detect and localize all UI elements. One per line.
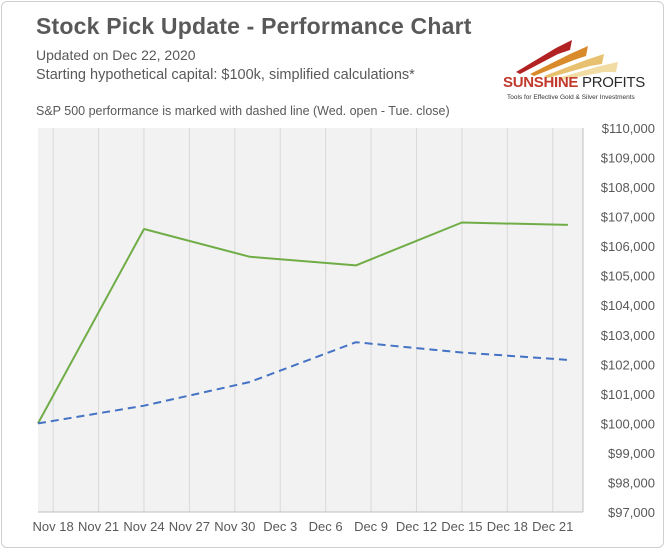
x-tick-label: Dec 18 — [487, 519, 528, 534]
y-tick-label: $108,000 — [601, 180, 655, 195]
y-tick-label: $106,000 — [601, 239, 655, 254]
portfolio-series-line — [37, 221, 568, 424]
x-tick-label: Dec 3 — [263, 519, 297, 534]
x-tick-label: Nov 24 — [123, 519, 164, 534]
x-tick-label: Nov 30 — [214, 519, 255, 534]
y-tick-label: $102,000 — [601, 357, 655, 372]
capital-note: Starting hypothetical capital: $100k, si… — [36, 67, 415, 83]
x-tick-label: Dec 12 — [396, 519, 437, 534]
logo-name-light: PROFITS — [578, 74, 645, 91]
x-tick-label: Dec 9 — [354, 519, 388, 534]
y-tick-label: $109,000 — [601, 151, 655, 166]
y-tick-label: $100,000 — [601, 416, 655, 431]
logo-wordmark: SUNSHINE PROFITS — [503, 74, 645, 91]
plot-area — [38, 128, 583, 512]
y-tick-label: $98,000 — [608, 475, 655, 490]
y-tick-label: $103,000 — [601, 328, 655, 343]
y-tick-label: $104,000 — [601, 298, 655, 313]
sp500-note: S&P 500 performance is marked with dashe… — [36, 104, 450, 118]
x-tick-label: Nov 18 — [33, 519, 74, 534]
logo-tagline: Tools for Effective Gold & Silver Invest… — [507, 94, 635, 101]
x-tick-label: Nov 27 — [169, 519, 210, 534]
y-tick-label: $99,000 — [608, 446, 655, 461]
x-tick-label: Nov 21 — [78, 519, 119, 534]
x-tick-label: Dec 6 — [309, 519, 343, 534]
updated-date: Updated on Dec 22, 2020 — [36, 47, 196, 63]
chart-title: Stock Pick Update - Performance Chart — [36, 13, 472, 39]
logo-name-bold: SUNSHINE — [503, 74, 579, 91]
rising-arrows-logo-icon — [516, 40, 618, 80]
y-tick-label: $97,000 — [608, 505, 655, 520]
x-tick-label: Dec 21 — [532, 519, 573, 534]
y-tick-label: $107,000 — [601, 210, 655, 225]
x-tick-label: Dec 15 — [441, 519, 482, 534]
y-tick-label: $101,000 — [601, 387, 655, 402]
y-tick-label: $105,000 — [601, 269, 655, 284]
y-tick-label: $110,000 — [602, 121, 655, 136]
